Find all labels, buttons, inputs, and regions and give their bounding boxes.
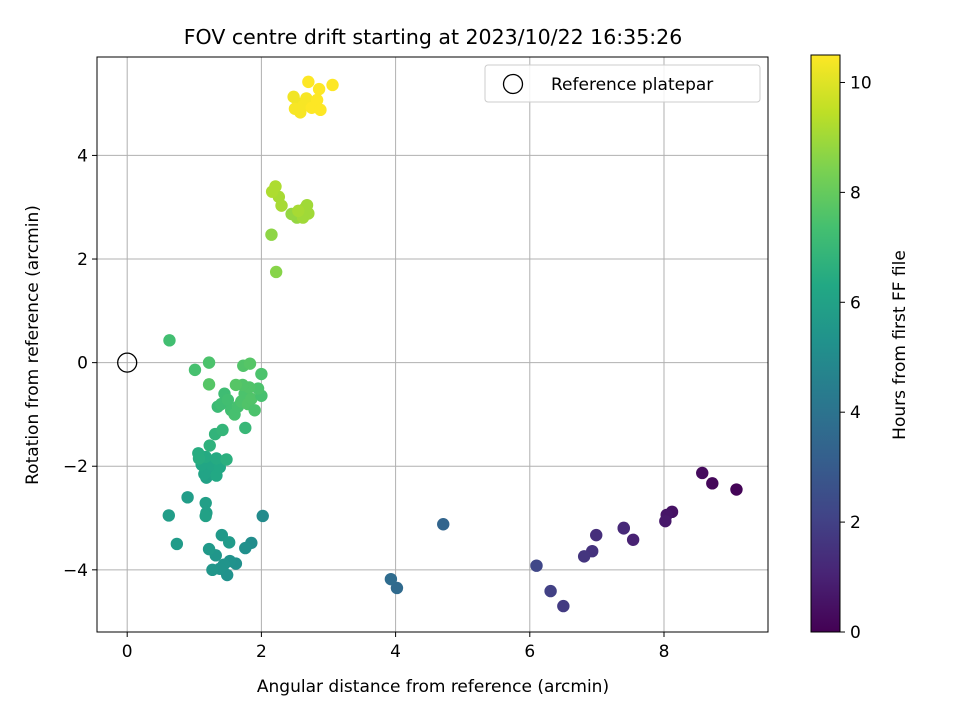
x-tick-label: 2 bbox=[256, 642, 267, 662]
scatter-point bbox=[199, 496, 212, 510]
scatter-point bbox=[269, 265, 283, 279]
scatter-point bbox=[530, 559, 543, 572]
scatter-point bbox=[221, 393, 235, 407]
x-tick-label: 8 bbox=[659, 642, 670, 662]
y-axis-ticks: −4 −2 0 2 4 bbox=[63, 146, 97, 581]
scatter-point bbox=[706, 477, 719, 490]
scatter-point bbox=[557, 599, 570, 613]
legend-marker-icon bbox=[502, 73, 524, 95]
y-tick-label: −2 bbox=[63, 457, 88, 477]
scatter-point bbox=[326, 78, 339, 92]
colorbar-tick-label: 6 bbox=[850, 293, 861, 313]
scatter-point bbox=[312, 82, 326, 96]
colorbar-ticks: 0 2 4 6 8 10 bbox=[840, 73, 872, 643]
scatter-point bbox=[626, 533, 640, 546]
scatter-point bbox=[590, 528, 603, 542]
scatter-points bbox=[162, 75, 743, 613]
scatter-point bbox=[437, 518, 450, 531]
scatter-point bbox=[265, 185, 279, 198]
scatter-point bbox=[206, 563, 219, 577]
scatter-point bbox=[255, 367, 268, 381]
scatter-point bbox=[222, 536, 236, 549]
scatter-point bbox=[384, 572, 398, 586]
scatter-point bbox=[202, 356, 216, 369]
colorbar-label: Hours from first FF file bbox=[890, 250, 910, 440]
colorbar-tick-label: 4 bbox=[850, 403, 861, 423]
scatter-point bbox=[216, 423, 229, 437]
scatter-point bbox=[202, 542, 216, 556]
scatter-point bbox=[229, 378, 243, 392]
scatter-point bbox=[248, 404, 261, 417]
y-tick-label: −4 bbox=[63, 561, 88, 581]
scatter-point bbox=[162, 509, 175, 522]
scatter-point bbox=[300, 92, 313, 105]
scatter-point bbox=[210, 452, 223, 465]
scatter-point bbox=[265, 228, 278, 241]
reference-platepar-marker bbox=[117, 352, 138, 373]
scatter-point bbox=[220, 453, 233, 466]
scatter-point bbox=[314, 103, 327, 117]
x-axis-label: Angular distance from reference (arcmin) bbox=[257, 677, 609, 697]
scatter-point bbox=[202, 378, 216, 391]
scatter-point bbox=[659, 514, 672, 528]
x-axis-ticks: 0 2 4 6 8 bbox=[122, 632, 670, 662]
scatter-point bbox=[390, 581, 404, 595]
scatter-point bbox=[696, 466, 709, 480]
x-tick-label: 0 bbox=[122, 642, 133, 662]
scatter-point bbox=[170, 537, 184, 551]
scatter-point bbox=[288, 102, 302, 116]
colorbar-tick-label: 0 bbox=[850, 623, 861, 643]
legend-entry-reference-platepar: Reference platepar bbox=[551, 75, 713, 95]
scatter-point bbox=[243, 357, 257, 370]
scatter-point bbox=[245, 392, 258, 406]
scatter-point bbox=[188, 363, 202, 377]
scatter-point bbox=[617, 522, 630, 535]
legend: Reference platepar bbox=[484, 64, 761, 103]
scatter-point bbox=[192, 452, 206, 465]
y-tick-label: 2 bbox=[77, 250, 88, 270]
scatter-point bbox=[199, 509, 212, 523]
colorbar-tick-label: 2 bbox=[850, 513, 861, 533]
scatter-point bbox=[730, 483, 743, 496]
scatter-point bbox=[239, 541, 252, 555]
scatter-point bbox=[203, 439, 216, 452]
x-tick-label: 6 bbox=[524, 642, 535, 662]
colorbar-tick-label: 8 bbox=[850, 183, 861, 203]
chart-title: FOV centre drift starting at 2023/10/22 … bbox=[184, 25, 683, 49]
colorbar-tick-label: 10 bbox=[850, 73, 872, 93]
colorbar bbox=[810, 54, 841, 633]
scatter-point bbox=[544, 584, 557, 598]
scatter-point bbox=[310, 93, 324, 107]
plot-frame bbox=[96, 56, 769, 633]
legend-box bbox=[484, 64, 761, 103]
y-axis-label: Rotation from reference (arcmin) bbox=[23, 205, 43, 485]
x-tick-label: 4 bbox=[390, 642, 401, 662]
scatter-point bbox=[239, 421, 252, 435]
scatter-point bbox=[302, 75, 315, 89]
scatter-point bbox=[292, 204, 305, 218]
scatter-point bbox=[181, 491, 194, 504]
scatter-point bbox=[256, 509, 269, 523]
y-tick-label: 0 bbox=[77, 354, 88, 374]
y-tick-label: 4 bbox=[77, 146, 88, 166]
scatter-point bbox=[577, 550, 591, 563]
scatter-point bbox=[163, 334, 176, 347]
